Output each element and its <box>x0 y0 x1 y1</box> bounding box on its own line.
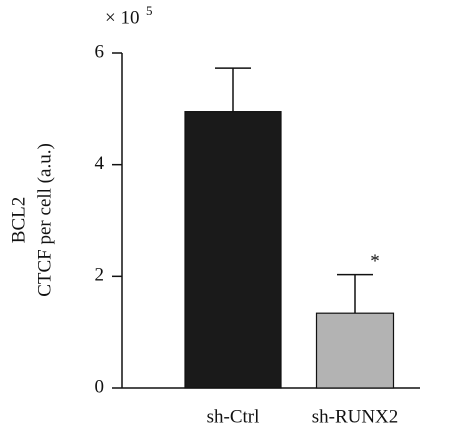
y-axis-label: CTCF per cell (a.u.) <box>34 143 55 297</box>
y-tick-label: 6 <box>95 41 105 62</box>
bar <box>184 111 282 389</box>
y-tick-label: 4 <box>95 153 105 174</box>
x-tick-label: sh-RUNX2 <box>312 406 399 427</box>
y-tick-label: 0 <box>95 376 105 397</box>
y-tick-label: 2 <box>95 265 105 286</box>
x-tick-label: sh-Ctrl <box>207 406 260 427</box>
significance-mark: * <box>370 251 380 272</box>
y-axis-label: BCL2 <box>8 197 29 243</box>
multiplier-exponent: 5 <box>146 3 153 18</box>
multiplier-base: × 10 <box>105 7 139 28</box>
bar <box>315 312 395 389</box>
